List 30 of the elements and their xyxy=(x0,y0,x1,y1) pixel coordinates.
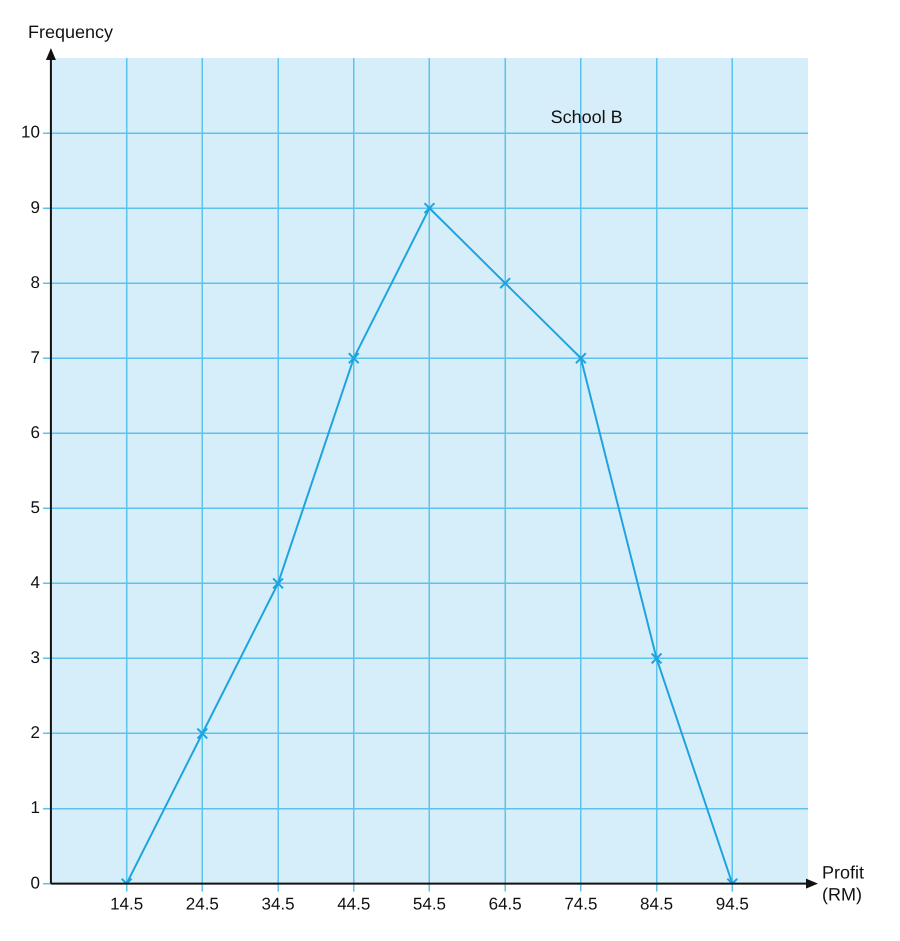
point xyxy=(574,352,587,364)
x-tick-label: 24.5 xyxy=(186,894,219,914)
y-tick-label: 9 xyxy=(30,198,40,217)
point xyxy=(196,728,208,740)
point xyxy=(348,352,360,364)
y-tick-label: 7 xyxy=(30,348,40,367)
point xyxy=(424,202,436,214)
x-tick-label: 14.5 xyxy=(110,894,144,914)
x-tick-label: 54.5 xyxy=(412,894,446,914)
y-tick-label: 3 xyxy=(30,648,40,668)
y-tick-label: 5 xyxy=(30,498,40,518)
point xyxy=(650,652,663,664)
x-tick-label: 74.5 xyxy=(564,894,598,914)
x-axis-title: Profit (RM) xyxy=(822,862,864,905)
y-tick-label: 4 xyxy=(30,573,40,592)
x-tick-label: 84.5 xyxy=(640,894,674,914)
x-tick-label: 94.5 xyxy=(716,894,749,914)
y-tick-label: 1 xyxy=(30,798,40,818)
x-tick-label: 64.5 xyxy=(488,894,522,914)
y-tick-label: 10 xyxy=(20,122,40,142)
y-tick-label: 6 xyxy=(30,422,40,442)
y-tick-label: 8 xyxy=(30,272,40,292)
point xyxy=(272,577,284,590)
x-tick-label: 44.5 xyxy=(337,894,370,914)
x-tick-label: 34.5 xyxy=(261,894,295,914)
y-tick-label: 2 xyxy=(30,723,40,742)
point xyxy=(499,277,512,290)
y-axis-title: Frequency xyxy=(28,22,114,42)
y-tick-label: 0 xyxy=(30,873,40,892)
annotation: School B xyxy=(550,106,623,127)
